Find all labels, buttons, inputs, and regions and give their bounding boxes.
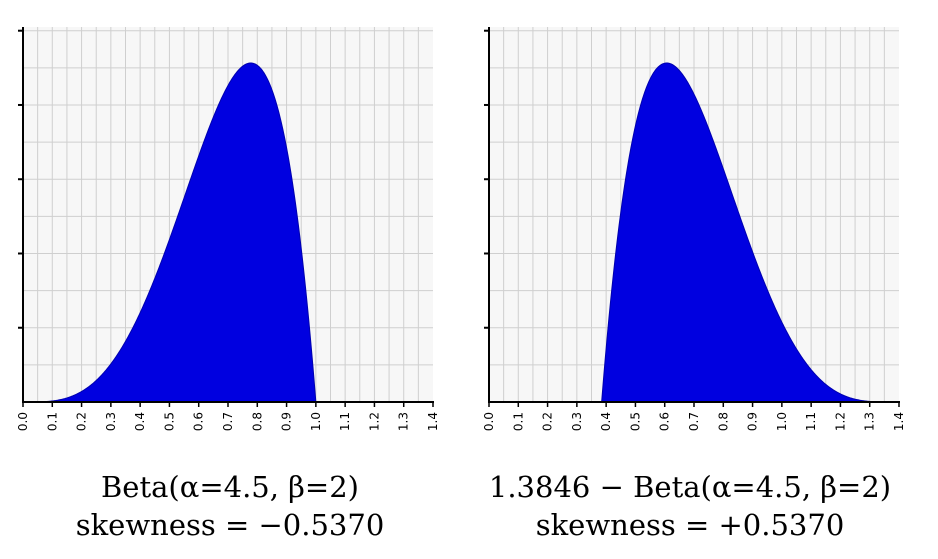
x-tick-label: 1.2 [367,412,381,431]
x-tick-label: 0.6 [192,412,206,431]
x-tick-label: 1.3 [863,412,877,431]
x-tick-label: 0.4 [599,412,613,431]
chart-left: 0.0 0.1 0.2 0.3 0.4 0.5 0.6 0.7 0.8 0.9 1.0 1.1 1.2 1… [16,27,440,431]
x-tick-label: 0.0 [482,412,496,431]
caption-right: 1.3846 − Beta(α=4.5, β=2) skewness = +0.… [480,468,900,544]
x-tick-label: 1.0 [309,412,323,431]
x-tick-label: 1.3 [397,412,411,431]
x-tick-label: 0.5 [162,412,176,431]
x-tick-label: 1.4 [426,412,440,431]
caption-left-skewness: skewness = −0.5370 [75,508,385,542]
x-tick-label: 1.4 [892,412,906,431]
x-tick-label: 1.1 [338,412,352,431]
x-tick-label: 1.0 [775,412,789,431]
x-tick-label: 0.2 [75,412,89,431]
density-area [601,62,895,403]
x-tick-label: 0.7 [221,412,235,431]
caption-left: Beta(α=4.5, β=2) skewness = −0.5370 [20,468,440,544]
x-tick-label: 0.1 [45,412,59,431]
x-tick-label: 0.3 [104,412,118,431]
x-tick-label: 1.1 [804,412,818,431]
x-tick-label: 0.7 [687,412,701,431]
x-tick-label: 0.9 [746,412,760,431]
density-area [23,62,317,403]
x-tick-label: 0.9 [280,412,294,431]
x-tick-label: 0.2 [541,412,555,431]
x-tick-label: 0.8 [250,412,264,431]
caption-left-title: Beta(α=4.5, β=2) [101,470,359,504]
x-tick-label: 0.4 [133,412,147,431]
x-tick-label: 0.1 [511,412,525,431]
x-tick-label: 1.2 [833,412,847,431]
caption-right-title: 1.3846 − Beta(α=4.5, β=2) [488,470,892,504]
x-tick-label: 0.8 [716,412,730,431]
x-tick-label: 0.6 [658,412,672,431]
x-tick-label: 0.0 [16,412,30,431]
chart-right: 0.0 0.1 0.2 0.3 0.4 0.5 0.6 0.7 0.8 0.9 1.0 1.1 1.2 1… [482,27,906,431]
x-tick-label: 0.3 [570,412,584,431]
x-tick-label: 0.5 [628,412,642,431]
caption-right-skewness: skewness = +0.5370 [535,508,845,542]
